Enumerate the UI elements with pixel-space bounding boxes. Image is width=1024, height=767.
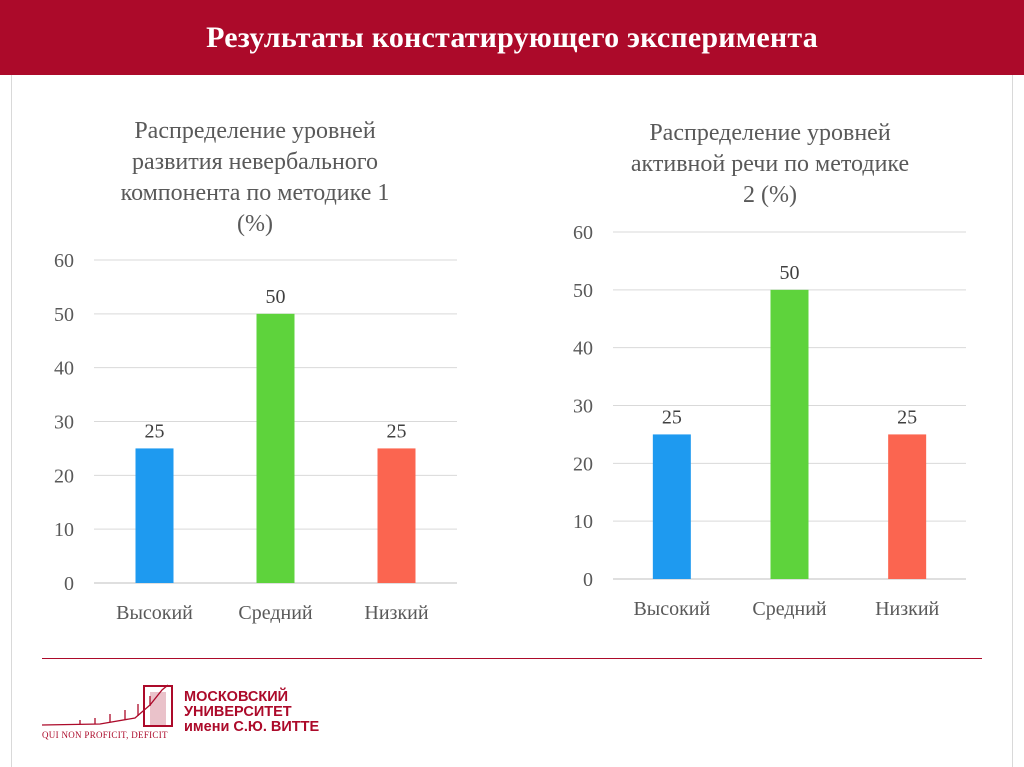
chart1-y-tick-label: 20 (54, 465, 74, 487)
chart1-y-tick-label: 10 (54, 519, 74, 541)
university-logo (41, 684, 173, 727)
chart2-y-tick-label: 0 (583, 569, 593, 591)
university-name-line: МОСКОВСКИЙ (184, 689, 289, 705)
chart1-y-tick-label: 40 (54, 358, 74, 380)
footer-divider (42, 658, 982, 659)
chart1-y-tick-label: 60 (54, 250, 74, 272)
chart2-data-label: 50 (780, 262, 800, 284)
chart2-data-label: 25 (662, 406, 682, 428)
chart1-title-line: (%) (237, 211, 273, 237)
chart1-title-line: развития невербального (131, 149, 379, 175)
chart1-data-label: 25 (387, 420, 407, 442)
slide-title: Результаты констатирующего эксперимента (206, 20, 818, 54)
chart2-y-tick-label: 40 (573, 338, 593, 360)
chart2-y-tick-label: 30 (573, 396, 593, 418)
chart1-title-line: компонента по методике 1 (120, 180, 390, 206)
chart1-y-tick-label: 50 (54, 304, 74, 326)
chart2-bar (770, 289, 809, 579)
chart2-title-line: 2 (%) (743, 182, 797, 208)
chart1-y-tick-label: 30 (54, 412, 74, 434)
chart1-x-tick-label: Высокий (116, 602, 193, 624)
chart2-y-tick-label: 10 (573, 511, 593, 533)
chart1-bar (135, 448, 174, 583)
chart2-data-label: 25 (897, 406, 917, 428)
slide-header: Результаты констатирующего эксперимента (0, 0, 1024, 75)
university-motto: QUI NON PROFICIT, DEFICIT (42, 730, 168, 740)
chart1-y-tick-label: 0 (64, 573, 74, 595)
chart1-bar (256, 313, 295, 583)
chart2-y-tick-label: 20 (573, 453, 593, 475)
university-name-line: имени С.Ю. ВИТТЕ (184, 719, 320, 735)
university-name: МОСКОВСКИЙ УНИВЕРСИТЕТ имени С.Ю. ВИТТЕ (184, 690, 319, 735)
chart1-data-label: 25 (145, 420, 165, 442)
chart2-title-line: Распределение уровней (649, 120, 891, 146)
chart2-bar (652, 434, 691, 579)
chart2-y-tick-label: 50 (573, 280, 593, 302)
content-frame (11, 75, 1013, 767)
chart1-data-label: 50 (266, 286, 286, 308)
chart1-bar (377, 448, 416, 583)
chart2-x-tick-label: Высокий (633, 598, 710, 620)
chart2-y-tick-label: 60 (573, 222, 593, 244)
chart1-x-tick-label: Низкий (364, 602, 428, 624)
chart1-title: Распределение уровней развития невербаль… (95, 116, 415, 240)
chart2-bar (888, 434, 927, 579)
chart1-title-line: Распределение уровней (134, 118, 376, 144)
chart2-title: Распределение уровней активной речи по м… (600, 118, 940, 211)
chart2-x-tick-label: Средний (752, 598, 827, 620)
chart2-x-tick-label: Низкий (875, 598, 939, 620)
chart2-title-line: активной речи по методике (630, 151, 910, 177)
chart1-x-tick-label: Средний (238, 602, 313, 624)
university-name-line: УНИВЕРСИТЕТ (184, 704, 292, 720)
